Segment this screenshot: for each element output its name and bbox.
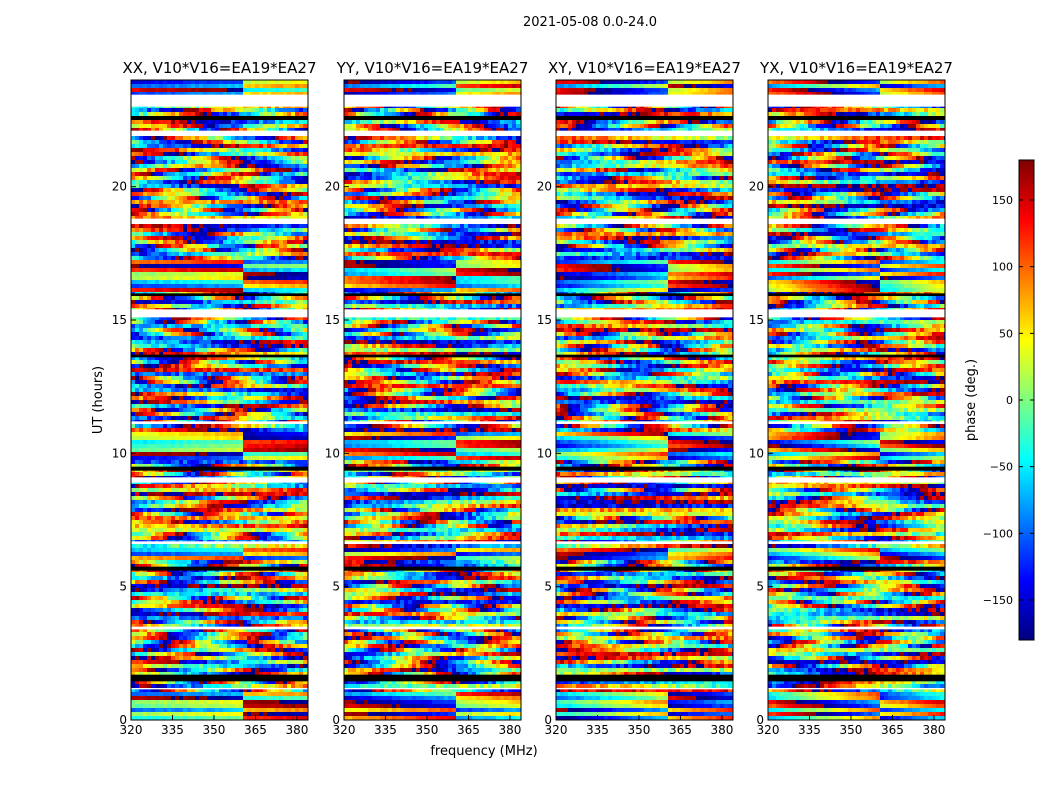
colorbar-label: phase (deg.) <box>964 359 979 441</box>
y-tick-label: 10 <box>325 446 340 460</box>
colorbar-tick-label: 150 <box>992 194 1013 207</box>
heatmap-image <box>556 80 733 720</box>
panel-2: XY, V10*V16=EA19*EA27 320 335 350 365 380 0 5 10… <box>537 59 741 737</box>
colorbar-tick-label: −50 <box>990 461 1013 474</box>
y-tick-label: 5 <box>119 580 127 594</box>
panels: XX, V10*V16=EA19*EA27 320 335 350 365 380 0 5 10… <box>112 59 953 737</box>
colorbar-tick-label: −150 <box>983 594 1013 607</box>
y-tick-label: 15 <box>749 313 764 327</box>
colorbar: 150 100 50 0 −50 −100 −150 <box>983 159 1035 641</box>
x-tick-label: 350 <box>416 723 439 737</box>
x-tick-label: 365 <box>457 723 480 737</box>
y-tick-label: 0 <box>756 713 764 727</box>
panel-title: YY, V10*V16=EA19*EA27 <box>336 59 529 77</box>
colorbar-tick-label: 100 <box>992 261 1013 274</box>
x-tick-label: 350 <box>628 723 651 737</box>
y-tick-label: 0 <box>332 713 340 727</box>
panel-frame <box>767 79 946 721</box>
y-tick-label: 10 <box>537 446 552 460</box>
y-tick-label: 20 <box>537 180 552 194</box>
x-tick-label: 320 <box>120 723 143 737</box>
x-tick-label: 365 <box>881 723 904 737</box>
y-tick-label: 10 <box>112 446 127 460</box>
y-tick-label: 0 <box>544 713 552 727</box>
x-tick-label: 365 <box>244 723 267 737</box>
y-tick-label: 10 <box>749 446 764 460</box>
x-tick-label: 335 <box>374 723 397 737</box>
y-tick-label: 20 <box>112 180 127 194</box>
y-tick-label: 0 <box>119 713 127 727</box>
panel-frame <box>555 79 734 721</box>
x-axis-label: frequency (MHz) <box>430 744 537 759</box>
panel-1: YY, V10*V16=EA19*EA27 320 335 350 365 380 0 5 10… <box>325 59 529 737</box>
x-tick-label: 365 <box>669 723 692 737</box>
panel-title: YX, V10*V16=EA19*EA27 <box>759 59 953 77</box>
x-tick-label: 335 <box>586 723 609 737</box>
panel-0: XX, V10*V16=EA19*EA27 320 335 350 365 380 0 5 10… <box>112 59 317 737</box>
x-tick-label: 380 <box>922 723 945 737</box>
y-tick-label: 15 <box>325 313 340 327</box>
y-tick-label: 15 <box>537 313 552 327</box>
x-tick-label: 380 <box>285 723 308 737</box>
figure-title: 2021-05-08 0.0-24.0 <box>523 15 657 30</box>
x-tick-label: 350 <box>840 723 863 737</box>
x-tick-label: 380 <box>710 723 733 737</box>
y-axis-label: UT (hours) <box>91 366 106 434</box>
heatmap-image <box>344 80 521 720</box>
x-tick-label: 320 <box>757 723 780 737</box>
x-tick-label: 380 <box>498 723 521 737</box>
colorbar-tick-label: 0 <box>1006 394 1013 407</box>
panel-frame <box>343 79 522 721</box>
x-tick-label: 350 <box>203 723 226 737</box>
colorbar-tick-label: −100 <box>983 527 1013 540</box>
y-tick-label: 5 <box>544 580 552 594</box>
y-tick-label: 5 <box>332 580 340 594</box>
heatmap-image <box>768 80 945 720</box>
y-tick-label: 5 <box>756 580 764 594</box>
x-tick-label: 320 <box>545 723 568 737</box>
y-tick-label: 20 <box>749 180 764 194</box>
heatmap-image <box>131 80 308 720</box>
x-tick-label: 320 <box>333 723 356 737</box>
panel-title: XX, V10*V16=EA19*EA27 <box>122 59 316 77</box>
colorbar-tick-label: 50 <box>999 327 1013 340</box>
x-tick-label: 335 <box>798 723 821 737</box>
panel-title: XY, V10*V16=EA19*EA27 <box>548 59 741 77</box>
y-tick-label: 20 <box>325 180 340 194</box>
x-tick-label: 335 <box>161 723 184 737</box>
panel-3: YX, V10*V16=EA19*EA27 320 335 350 365 380 0 5 10… <box>749 59 953 737</box>
y-tick-label: 15 <box>112 313 127 327</box>
panel-frame <box>130 79 309 721</box>
